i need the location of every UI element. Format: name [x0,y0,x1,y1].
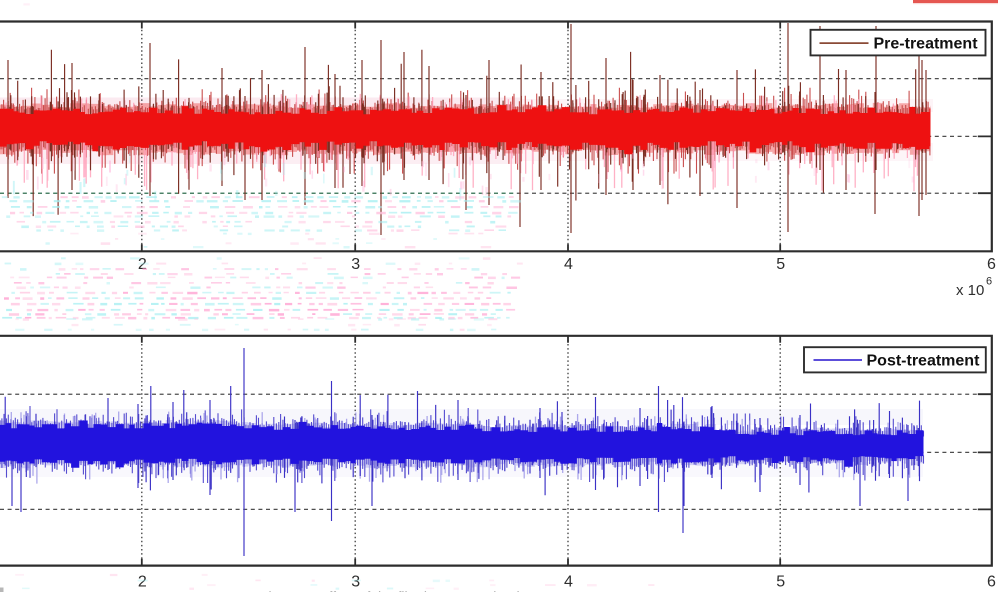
svg-text:4: 4 [564,573,573,590]
svg-text:6: 6 [987,256,996,273]
svg-text:Figure 2. Effect of the filter: Figure 2. Effect of the filtering on one… [260,589,520,592]
svg-text:4: 4 [564,256,573,273]
svg-text:5: 5 [776,573,785,590]
svg-text:3: 3 [351,573,360,590]
svg-text:3: 3 [351,256,360,273]
svg-text:x 10: x 10 [956,282,984,299]
svg-text:6: 6 [986,276,992,288]
svg-text:2: 2 [138,573,147,590]
svg-text:2: 2 [138,256,147,273]
svg-text:Pre-treatment: Pre-treatment [874,36,979,53]
svg-text:6: 6 [987,573,996,590]
svg-text:5: 5 [776,256,785,273]
svg-text:x 10: x 10 [953,589,981,592]
svg-text:Post-treatment: Post-treatment [867,353,981,370]
